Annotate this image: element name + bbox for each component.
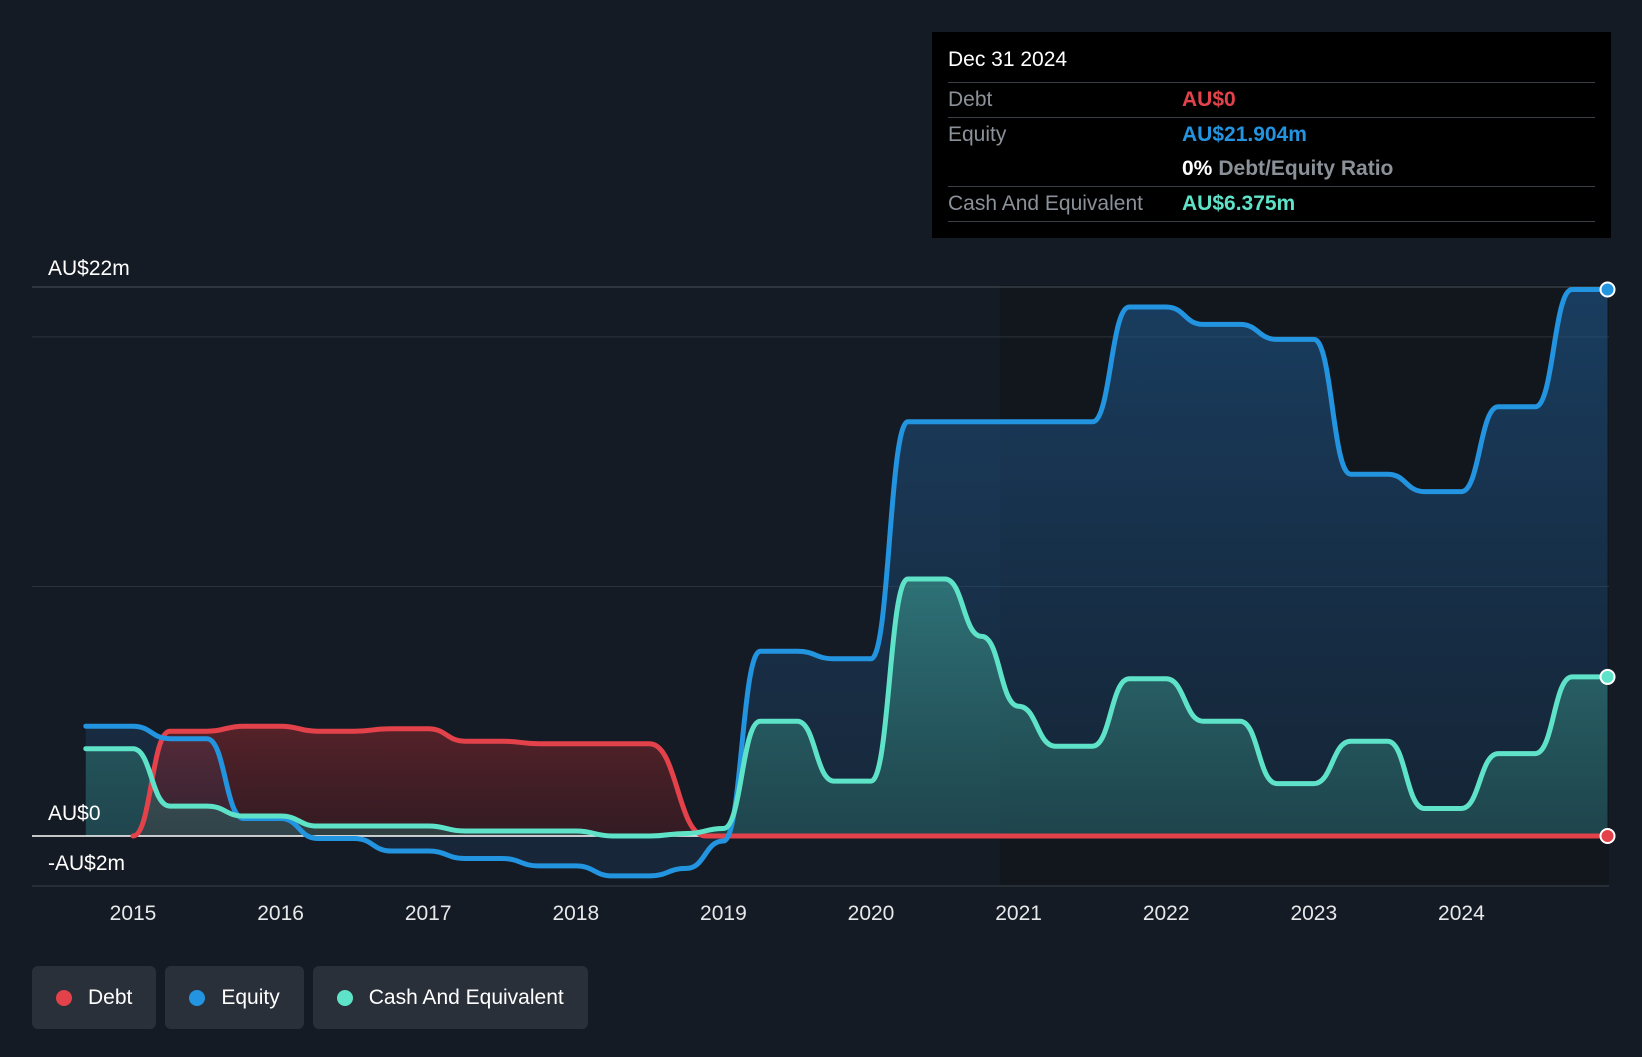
- tooltip-debt-label: Debt: [948, 88, 993, 111]
- cash-area: [85, 579, 1608, 836]
- legend-label-debt: Debt: [88, 985, 133, 1009]
- cash-dot-icon: [336, 989, 353, 1006]
- y-tick-label: AU$0: [48, 802, 101, 825]
- x-tick-label: 2015: [110, 902, 157, 925]
- debt-endpoint[interactable]: [1599, 828, 1616, 844]
- debt-line: [130, 723, 1610, 839]
- debt-dot-icon: [56, 989, 72, 1006]
- tooltip-date: Dec 31 2024: [948, 46, 1595, 83]
- legend-item-cash[interactable]: Cash And Equivalent: [312, 966, 588, 1029]
- legend: Debt Equity Cash And Equivalent: [32, 966, 588, 1029]
- y-tick-label: AU$22m: [48, 257, 130, 280]
- x-tick-label: 2018: [552, 902, 599, 925]
- tooltip-row-ratio: 0% Debt/Equity Ratio: [948, 152, 1595, 187]
- tooltip-row-equity: Equity AU$21.904m: [948, 118, 1595, 152]
- tooltip-equity-value: AU$21.904m: [1182, 123, 1307, 146]
- tooltip-cash-label: Cash And Equivalent: [948, 192, 1143, 215]
- x-tick-label: 2016: [257, 902, 304, 925]
- equity-endpoint[interactable]: [1599, 281, 1616, 298]
- x-tick-label: 2019: [700, 902, 747, 925]
- equity-line: [83, 287, 1610, 879]
- equity-dot-icon: [189, 989, 206, 1006]
- x-tick-label: 2023: [1290, 902, 1337, 925]
- legend-item-equity[interactable]: Equity: [165, 966, 304, 1029]
- y-tick-label: -AU$2m: [48, 852, 125, 875]
- legend-label-equity: Equity: [221, 985, 280, 1009]
- tooltip-panel: Dec 31 2024 Debt AU$0 Equity AU$21.904m …: [932, 32, 1611, 238]
- x-tick-label: 2017: [405, 902, 452, 925]
- legend-label-cash: Cash And Equivalent: [368, 985, 564, 1009]
- tooltip-ratio-value: 0%: [1182, 157, 1213, 180]
- tooltip-debt-value: AU$0: [1182, 88, 1236, 111]
- tooltip-row-debt: Debt AU$0: [948, 83, 1595, 118]
- x-tick-label: 2022: [1143, 902, 1190, 925]
- tooltip-row-cash: Cash And Equivalent AU$6.375m: [948, 187, 1595, 222]
- tooltip-equity-label: Equity: [948, 123, 1007, 146]
- legend-item-debt[interactable]: Debt: [32, 966, 157, 1029]
- x-tick-label: 2020: [848, 902, 895, 925]
- x-tick-label: 2021: [995, 902, 1042, 925]
- tooltip-ratio-label: Debt/Equity Ratio: [1218, 157, 1394, 180]
- cash-line: [83, 576, 1610, 839]
- debt-area: [133, 726, 1608, 836]
- cash-endpoint[interactable]: [1599, 668, 1616, 685]
- x-tick-label: 2024: [1438, 902, 1485, 925]
- tooltip-cash-value: AU$6.375m: [1182, 192, 1296, 215]
